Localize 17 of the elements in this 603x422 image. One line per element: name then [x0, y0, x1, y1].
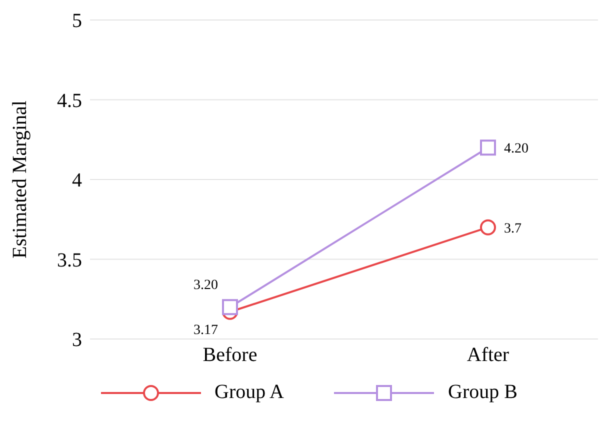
data-label: 3.20: [194, 278, 218, 294]
y-tick-label: 3.5: [57, 249, 82, 272]
y-tick-label: 3: [72, 329, 82, 352]
legend-label: Group A: [214, 381, 284, 404]
legend-label: Group B: [448, 381, 518, 404]
data-label: 3.17: [194, 322, 218, 338]
y-tick-label: 4.5: [57, 90, 82, 112]
point: [480, 219, 496, 236]
point: [222, 299, 238, 316]
point: [480, 140, 496, 156]
y-axis-title: Estimated Marginal: [9, 100, 32, 258]
y-tick-label: 5: [72, 10, 82, 32]
x-tick-label: After: [466, 344, 510, 366]
data-label: 3.7: [504, 221, 522, 236]
data-label: 4.20: [504, 142, 528, 157]
x-tick-label: Before: [202, 344, 258, 366]
y-tick-label: 4: [72, 170, 82, 192]
